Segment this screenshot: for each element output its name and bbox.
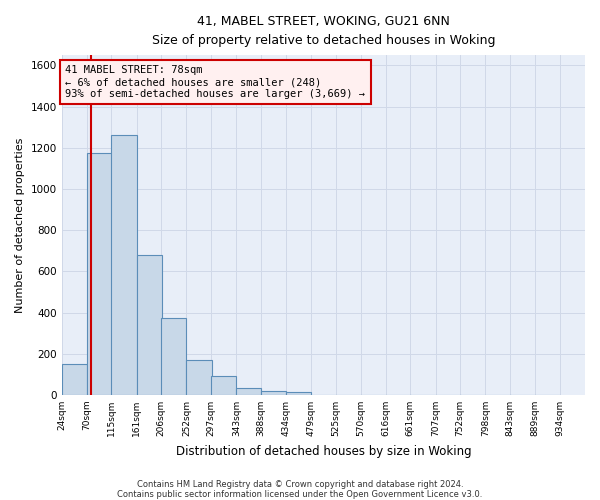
Text: Contains public sector information licensed under the Open Government Licence v3: Contains public sector information licen… [118, 490, 482, 499]
Bar [211, 376, 236, 395]
Bar [187, 360, 212, 395]
X-axis label: Distribution of detached houses by size in Woking: Distribution of detached houses by size … [176, 444, 471, 458]
Bar [62, 364, 87, 395]
Bar [286, 392, 311, 395]
Title: 41, MABEL STREET, WOKING, GU21 6NN
Size of property relative to detached houses : 41, MABEL STREET, WOKING, GU21 6NN Size … [152, 15, 495, 47]
Text: Contains HM Land Registry data © Crown copyright and database right 2024.: Contains HM Land Registry data © Crown c… [137, 480, 463, 489]
Bar [236, 388, 262, 395]
Text: 41 MABEL STREET: 78sqm
← 6% of detached houses are smaller (248)
93% of semi-det: 41 MABEL STREET: 78sqm ← 6% of detached … [65, 66, 365, 98]
Bar [261, 391, 286, 395]
Y-axis label: Number of detached properties: Number of detached properties [15, 138, 25, 312]
Bar [161, 318, 187, 395]
Bar [137, 255, 162, 395]
Bar [112, 136, 137, 395]
Bar [87, 153, 112, 395]
